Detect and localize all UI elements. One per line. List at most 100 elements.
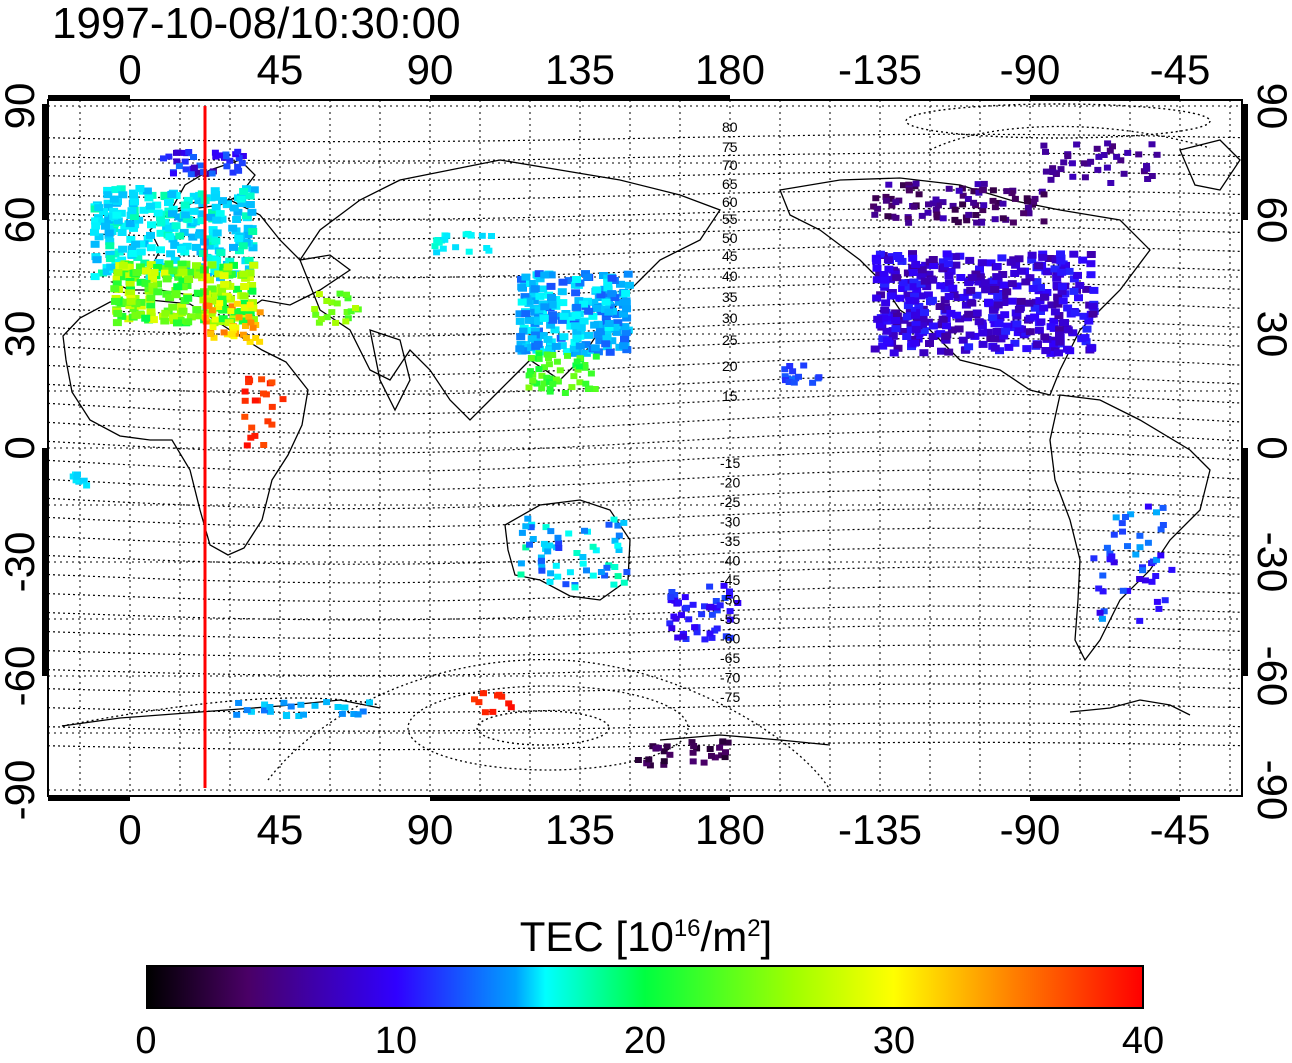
tec-point — [192, 306, 202, 314]
tec-point — [153, 264, 163, 271]
tec-point — [218, 315, 228, 323]
tec-point — [905, 187, 913, 194]
tec-point — [248, 424, 256, 431]
tec-point — [462, 231, 470, 238]
tec-point — [972, 291, 982, 299]
tec-point — [522, 544, 530, 551]
tec-point — [118, 245, 128, 253]
tec-point — [1063, 345, 1072, 353]
tec-point — [241, 238, 251, 246]
tec-point — [517, 560, 525, 567]
tec-point — [942, 306, 952, 313]
tec-point — [557, 288, 567, 296]
tec-point — [538, 385, 546, 392]
tec-point — [572, 334, 582, 342]
tec-point — [193, 271, 203, 279]
tec-point — [1088, 302, 1098, 310]
tec-point — [555, 540, 563, 546]
tec-point — [722, 749, 729, 756]
tec-point — [91, 222, 101, 230]
tec-point — [247, 287, 257, 295]
tec-point — [616, 280, 625, 288]
tec-point — [527, 524, 535, 531]
tec-point — [974, 181, 982, 188]
tec-point — [911, 325, 921, 333]
tec-point — [902, 313, 912, 321]
tec-point — [994, 199, 1002, 206]
tec-point — [179, 228, 189, 236]
tec-point — [211, 237, 221, 245]
tec-point — [893, 344, 903, 352]
tec-point — [178, 268, 188, 276]
tec-point — [622, 314, 632, 322]
contour-label: -15 — [720, 455, 740, 471]
tec-point — [1124, 149, 1132, 156]
bottom-lon-label: -135 — [838, 806, 922, 853]
tec-point — [217, 215, 227, 223]
tec-point — [164, 199, 173, 207]
tec-point — [667, 594, 675, 600]
tec-point — [1100, 608, 1108, 615]
tec-point — [915, 191, 923, 198]
tec-point — [323, 298, 331, 304]
tec-point — [1086, 251, 1096, 258]
tec-point — [591, 386, 599, 392]
tec-point — [1152, 573, 1160, 579]
tec-point — [247, 208, 257, 216]
tec-point — [541, 364, 548, 371]
tec-point — [660, 758, 668, 765]
tec-point — [211, 149, 219, 156]
tec-point — [872, 257, 882, 265]
tec-point — [959, 293, 969, 301]
tec-point — [944, 348, 954, 356]
tec-point — [601, 298, 611, 306]
tec-point — [1122, 514, 1129, 520]
tec-point — [175, 232, 185, 240]
tec-point — [809, 379, 817, 386]
tec-point — [886, 275, 895, 283]
tec-point — [238, 160, 246, 167]
tec-point — [478, 232, 486, 239]
tec-point — [870, 203, 878, 210]
tec-point — [236, 308, 246, 315]
tec-point — [126, 235, 136, 243]
tec-point — [170, 256, 180, 264]
tec-point — [584, 307, 594, 315]
tec-point — [701, 603, 708, 610]
tec-point — [1014, 255, 1024, 263]
tec-point — [552, 562, 560, 569]
tec-point — [619, 310, 628, 318]
tec-point — [328, 299, 336, 306]
tec-point — [1051, 256, 1061, 264]
tec-point — [523, 297, 533, 305]
tec-point — [535, 275, 545, 283]
tec-point — [920, 277, 930, 285]
tec-point — [582, 380, 590, 387]
tec-point — [711, 754, 719, 761]
tec-point — [483, 245, 491, 251]
tec-point — [344, 315, 352, 322]
tec-point — [246, 377, 254, 384]
tec-point — [1008, 190, 1016, 197]
left-lat-label: 0 — [0, 436, 43, 459]
tec-point — [880, 280, 890, 288]
tec-point — [885, 181, 893, 188]
tec-point — [168, 303, 178, 311]
tec-point — [919, 327, 929, 335]
contour-label: 25 — [722, 332, 738, 348]
tec-point — [268, 379, 276, 386]
tec-point — [218, 197, 227, 205]
tec-point — [443, 232, 451, 239]
tec-point — [206, 213, 215, 221]
tec-point — [354, 711, 362, 718]
tec-point — [110, 285, 120, 293]
tec-point — [671, 597, 679, 604]
tec-point — [998, 271, 1008, 278]
tec-point — [886, 292, 896, 300]
tec-point — [988, 314, 998, 322]
tec-point — [984, 298, 993, 306]
tec-point — [978, 219, 986, 226]
right-lat-label: -60 — [1249, 646, 1292, 707]
tec-point — [1078, 256, 1088, 264]
tec-point — [1053, 300, 1063, 308]
